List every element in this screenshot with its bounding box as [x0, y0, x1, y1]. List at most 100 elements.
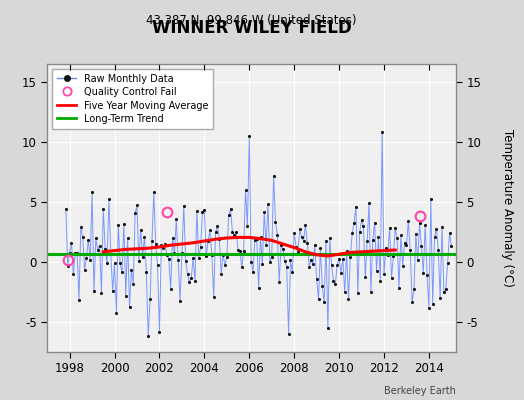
Point [63, 263, 72, 269]
Point [67, 240, 75, 246]
Point [292, 243, 300, 250]
Title: WINNER WILEY FIELD: WINNER WILEY FIELD [151, 20, 352, 38]
Point [62, 206, 70, 212]
Point [389, 253, 398, 260]
Point [344, 296, 353, 302]
Point [328, 262, 336, 268]
Point [135, 258, 143, 264]
Point [307, 257, 315, 263]
Point [354, 290, 362, 296]
Point [342, 248, 351, 254]
Point [112, 310, 121, 316]
Point [92, 235, 100, 242]
Point [114, 222, 123, 228]
Point [140, 234, 149, 240]
Point [325, 235, 334, 241]
Point [198, 209, 206, 215]
Point [282, 264, 291, 270]
Point [144, 333, 152, 340]
Point [322, 238, 330, 244]
Point [125, 304, 134, 310]
Point [399, 262, 407, 269]
Point [299, 238, 308, 244]
Point [434, 246, 442, 253]
Point [253, 236, 261, 242]
Point [305, 264, 313, 270]
Point [93, 246, 102, 253]
Point [105, 196, 113, 202]
Point [249, 269, 257, 276]
Point [193, 208, 201, 214]
Point [88, 189, 96, 196]
Text: 43.387 N, 99.846 W (United States): 43.387 N, 99.846 W (United States) [146, 14, 357, 26]
Point [69, 271, 78, 278]
Point [215, 236, 224, 242]
Point [442, 286, 450, 292]
Point [191, 278, 199, 284]
Point [312, 276, 321, 282]
Point [77, 223, 85, 230]
Point [106, 251, 115, 257]
Point [290, 230, 298, 236]
Point [281, 258, 289, 264]
Point [103, 260, 111, 266]
Point [296, 226, 304, 233]
Point [151, 241, 160, 248]
Point [150, 189, 158, 195]
Point [294, 249, 302, 255]
Point [298, 234, 306, 240]
Point [373, 268, 381, 274]
Point [131, 210, 139, 217]
Point [268, 254, 276, 260]
Point [406, 247, 414, 253]
Point [365, 200, 373, 206]
Point [159, 245, 167, 252]
Point [335, 255, 343, 262]
Point [432, 226, 441, 232]
Point [381, 244, 390, 251]
Point [95, 242, 104, 249]
Point [309, 261, 317, 268]
Point [133, 202, 141, 208]
Point [155, 328, 163, 335]
Point [189, 255, 198, 261]
Point [224, 212, 233, 218]
Point [421, 222, 429, 228]
Point [204, 238, 212, 244]
Point [82, 255, 91, 261]
Point [264, 201, 272, 207]
Point [154, 262, 162, 268]
Point [355, 229, 364, 235]
Point [359, 223, 368, 229]
Point [101, 246, 110, 252]
Point [397, 232, 405, 239]
Point [350, 220, 358, 226]
Point [273, 232, 281, 238]
Point [148, 238, 156, 245]
Point [90, 288, 98, 295]
Point [178, 250, 186, 256]
Point [168, 234, 177, 241]
Point [157, 242, 166, 248]
Point [337, 270, 345, 276]
Point [124, 235, 132, 241]
Point [243, 223, 252, 230]
Point [363, 238, 372, 244]
Point [118, 269, 126, 275]
Point [255, 284, 263, 291]
Point [271, 218, 280, 225]
Point [443, 260, 452, 266]
Point [174, 257, 182, 264]
Point [206, 227, 214, 234]
Point [408, 299, 416, 306]
Point [181, 257, 190, 264]
Point [73, 250, 81, 257]
Point [266, 258, 274, 265]
Point [427, 196, 435, 202]
Point [127, 266, 136, 273]
Point [357, 217, 366, 223]
Text: Berkeley Earth: Berkeley Earth [384, 386, 456, 396]
Point [119, 221, 128, 227]
Point [370, 220, 379, 226]
Point [202, 252, 211, 259]
